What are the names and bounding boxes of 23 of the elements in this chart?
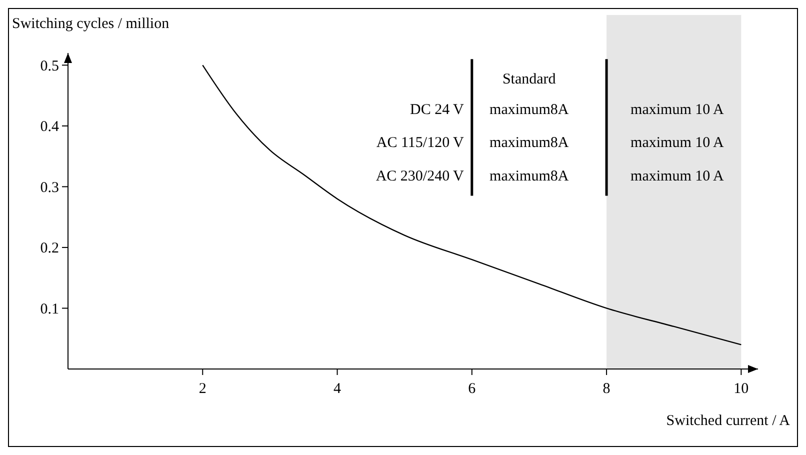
y-tick-label: 0.2 (40, 240, 59, 257)
line-series (202, 64, 742, 346)
x-tick-label: 10 (734, 381, 749, 397)
annotation: Standard (502, 71, 556, 88)
y-tick-label: 0.1 (40, 301, 59, 318)
x-tick-label: 8 (602, 381, 610, 397)
y-tick-label: 0.3 (40, 180, 59, 196)
x-tick-label: 2 (198, 381, 206, 397)
annotation: AC 230/240 V (376, 168, 464, 185)
x-axis-title: Switched current / A (666, 413, 790, 429)
annotation: maximum8A (490, 102, 569, 118)
y-tick-label: 0.5 (40, 58, 59, 74)
annotation: maximum 10 A (630, 135, 724, 152)
y-tick-label: 0.4 (40, 119, 60, 136)
annotation: DC 24 V (410, 102, 464, 118)
annotation: maximum8A (490, 135, 569, 152)
x-tick-label: 4 (334, 381, 342, 397)
annotation: maximum 10 A (630, 168, 724, 185)
annotation: maximum 10 A (630, 102, 724, 118)
annotation: maximum8A (490, 168, 569, 185)
y-axis-title: Switching cycles / million (12, 16, 170, 32)
x-tick-label: 6 (468, 381, 476, 397)
annotation: AC 115/120 V (376, 135, 464, 152)
